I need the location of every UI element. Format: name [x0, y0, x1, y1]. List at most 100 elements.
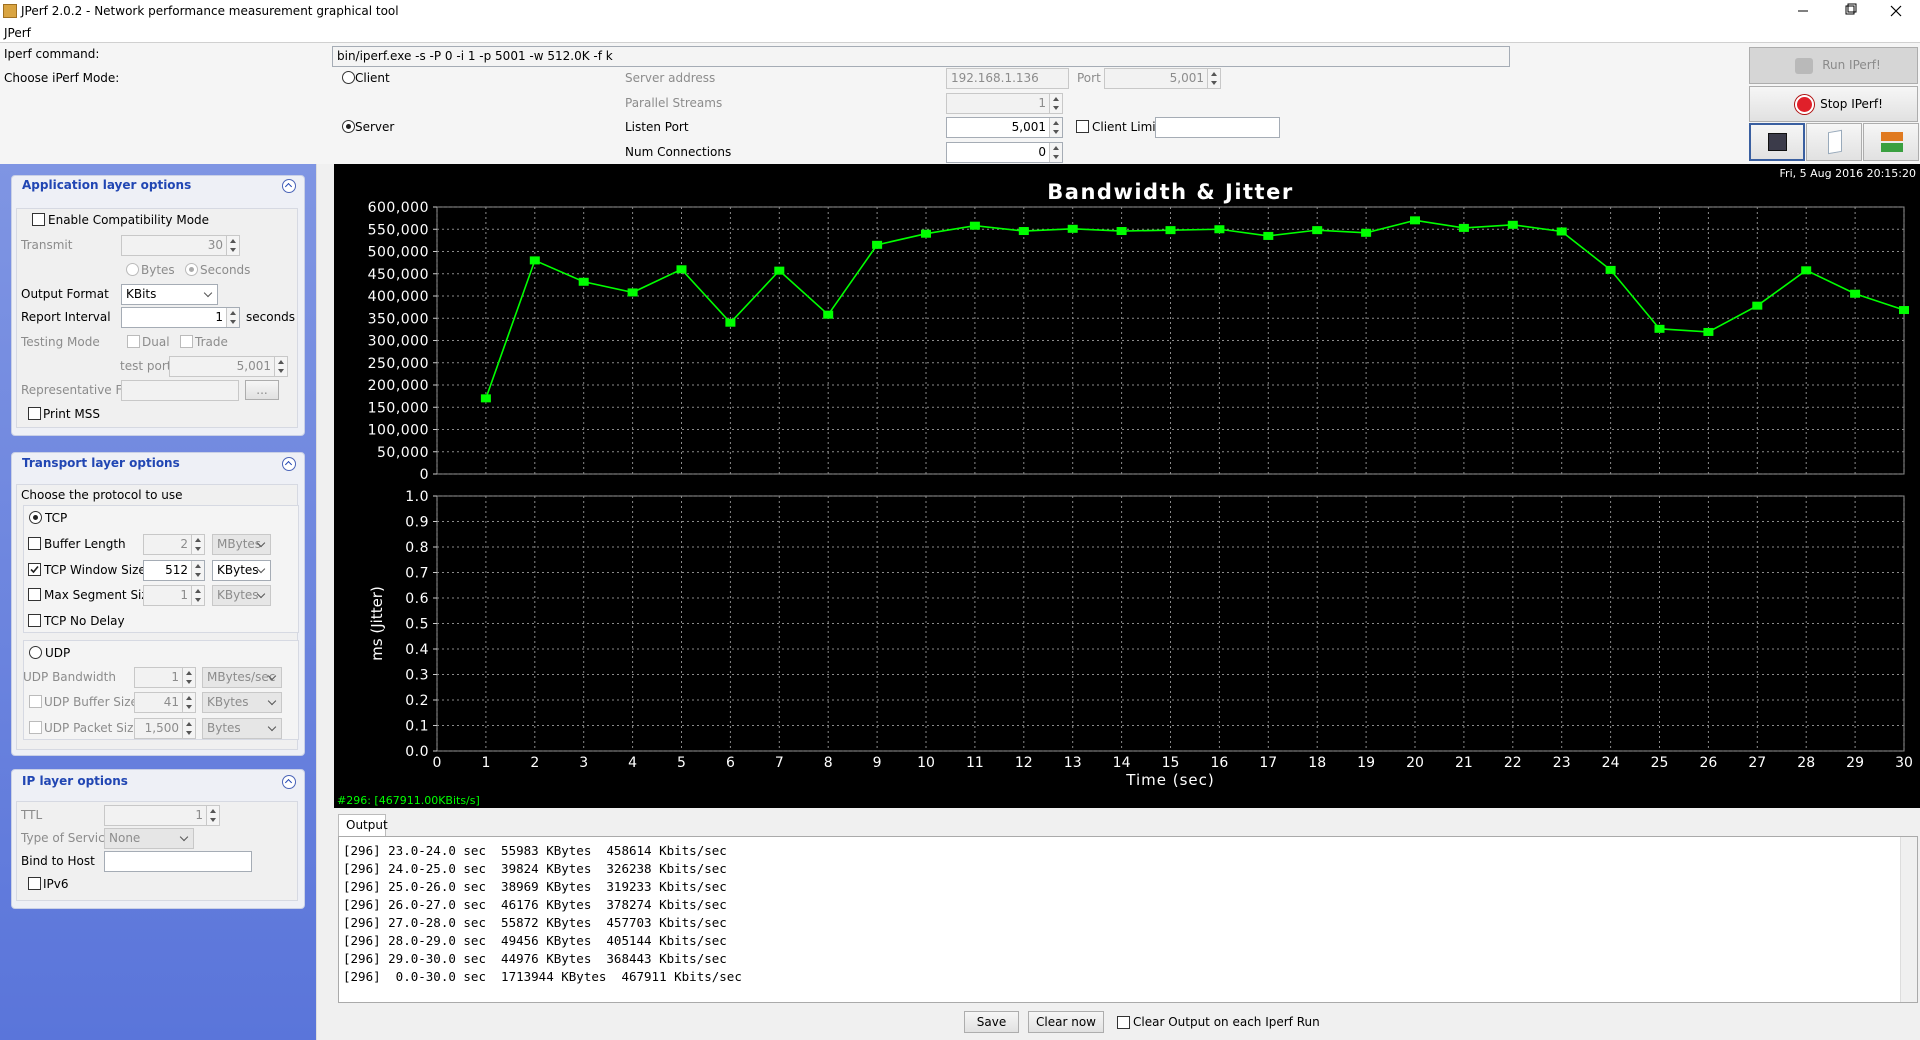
clear-chart-button[interactable]	[1806, 123, 1862, 161]
radio-button[interactable]	[126, 263, 139, 276]
radio-button[interactable]	[342, 71, 355, 84]
radio-button[interactable]	[29, 646, 42, 659]
close[interactable]	[1890, 5, 1902, 17]
checkbox[interactable]	[127, 335, 140, 348]
spinner[interactable]	[274, 357, 287, 376]
spinner[interactable]	[1049, 118, 1062, 137]
stop-icon	[1795, 95, 1814, 114]
clear-button[interactable]: Clear now	[1028, 1011, 1104, 1033]
data-point	[1752, 301, 1763, 310]
radio-button[interactable]	[29, 511, 42, 524]
dropdown[interactable]: MBytes/sec	[202, 667, 282, 688]
input-field[interactable]: bin/iperf.exe -s -P 0 -i 1 -p 5001 -w 51…	[332, 46, 1510, 67]
input-field[interactable]	[121, 380, 239, 401]
window-title: JPerf 2.0.2 - Network performance measur…	[21, 4, 399, 18]
input-field[interactable]: 5,001	[946, 117, 1063, 138]
input-field[interactable]: 0	[946, 142, 1063, 163]
input-field[interactable]: 1	[121, 307, 240, 328]
status-text: #296: [467911.00KBits/s]	[337, 794, 480, 807]
x-tick-label: 13	[1064, 755, 1082, 771]
input-field[interactable]: 1	[104, 805, 220, 826]
x-tick-label: 16	[1210, 755, 1228, 771]
spinner[interactable]	[182, 719, 195, 738]
save-chart-button[interactable]	[1749, 123, 1805, 161]
checkbox[interactable]	[28, 877, 41, 890]
checkbox[interactable]	[32, 213, 45, 226]
label: Client	[355, 71, 390, 85]
checkbox[interactable]	[28, 407, 41, 420]
restore[interactable]	[1845, 5, 1855, 15]
y-tick-label: 150,000	[368, 400, 429, 416]
dropdown[interactable]: KBytes	[212, 585, 271, 606]
y-tick-label: 0	[420, 467, 429, 483]
spinner[interactable]	[1049, 94, 1062, 113]
input-field[interactable]: 5,001	[1104, 68, 1221, 89]
input-field[interactable]: 1,500	[134, 718, 196, 739]
checkbox[interactable]	[28, 563, 41, 576]
menu-item[interactable]: JPerf	[4, 26, 31, 40]
output-tab-label: Output	[346, 818, 388, 832]
run-button[interactable]: Run IPerf!	[1749, 47, 1918, 84]
output-scrollbar[interactable]	[1900, 837, 1917, 1002]
spinner[interactable]	[1207, 69, 1220, 88]
input-field[interactable]: 5,001	[169, 356, 288, 377]
x-tick-label: 29	[1846, 755, 1864, 771]
input-field[interactable]: 30	[121, 235, 240, 256]
checkbox[interactable]	[1076, 120, 1089, 133]
checkbox[interactable]	[29, 721, 42, 734]
checkbox[interactable]	[28, 537, 41, 550]
x-tick-label: 24	[1602, 755, 1620, 771]
input-field[interactable]: 192.168.1.136	[946, 68, 1069, 89]
data-point	[1654, 324, 1665, 333]
dropdown[interactable]: KBits	[121, 284, 218, 305]
dropdown[interactable]: MBytes	[212, 534, 271, 555]
input-field[interactable]: 2	[143, 534, 205, 555]
x-tick-label: 3	[579, 755, 588, 771]
input-field[interactable]: 41	[134, 692, 196, 713]
output-line: [296] 25.0-26.0 sec 38969 KBytes 319233 …	[343, 879, 727, 894]
section-title: Application layer options	[22, 178, 192, 192]
spinner[interactable]	[226, 236, 239, 255]
dropdown[interactable]: KBytes	[202, 692, 282, 713]
collapse-button[interactable]	[282, 775, 296, 789]
collapse-button[interactable]	[282, 179, 296, 193]
checkbox[interactable]	[28, 614, 41, 627]
collapse-button[interactable]	[282, 457, 296, 471]
output-tab[interactable]	[338, 814, 386, 836]
spinner[interactable]	[191, 586, 204, 605]
input-field[interactable]: 1	[143, 585, 205, 606]
input-field[interactable]: 512	[143, 560, 205, 581]
stop-button[interactable]: Stop IPerf!	[1749, 86, 1918, 122]
spinner[interactable]	[226, 308, 239, 327]
clear-each-checkbox[interactable]	[1117, 1016, 1130, 1029]
checkbox[interactable]	[28, 588, 41, 601]
checkbox[interactable]	[180, 335, 193, 348]
spinner[interactable]	[182, 668, 195, 687]
radio-button[interactable]	[185, 263, 198, 276]
dropdown-arrow	[256, 538, 266, 548]
window-controls[interactable]	[1780, 0, 1920, 22]
spinner[interactable]	[182, 693, 195, 712]
input-field[interactable]: 1	[946, 93, 1063, 114]
reset-button[interactable]	[1863, 123, 1919, 161]
spinner[interactable]	[191, 535, 204, 554]
options-scrollbar[interactable]	[316, 164, 333, 1040]
button[interactable]: ...	[245, 380, 279, 400]
input-field[interactable]	[104, 851, 252, 872]
label: UDP Packet Size	[44, 721, 141, 735]
input-field[interactable]	[1155, 117, 1280, 138]
label: Bind to Host	[21, 854, 95, 868]
spinner[interactable]	[206, 806, 219, 825]
dropdown[interactable]: KBytes	[212, 560, 271, 581]
dropdown[interactable]: None	[104, 828, 194, 849]
spinner[interactable]	[1049, 143, 1062, 162]
label: Output Format	[21, 287, 109, 301]
output-line: [296] 0.0-30.0 sec 1713944 KBytes 467911…	[343, 969, 742, 984]
radio-button[interactable]	[342, 120, 355, 133]
spinner[interactable]	[191, 561, 204, 580]
input-field[interactable]: 1	[134, 667, 196, 688]
x-tick-label: 9	[873, 755, 882, 771]
checkbox[interactable]	[29, 695, 42, 708]
dropdown[interactable]: Bytes	[202, 718, 282, 739]
save-button[interactable]: Save	[964, 1011, 1019, 1033]
